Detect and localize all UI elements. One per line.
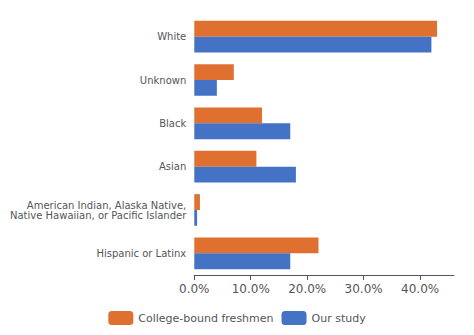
svg-text:American Indian, Alaska Native: American Indian, Alaska Native, [26,199,187,211]
svg-text:Hispanic or Latinx: Hispanic or Latinx [96,248,186,259]
svg-text:Black: Black [159,118,186,129]
svg-text:Asian: Asian [159,161,186,172]
svg-text:10.0%: 10.0% [232,282,270,296]
svg-text:30.0%: 30.0% [345,282,383,296]
svg-text:Our study: Our study [312,312,367,325]
svg-text:Native Hawaiian, or Pacific Is: Native Hawaiian, or Pacific Islander [10,210,187,221]
svg-text:Unknown: Unknown [140,75,186,86]
svg-text:0.0%: 0.0% [179,282,210,296]
svg-text:White: White [157,31,186,42]
svg-text:College-bound freshmen: College-bound freshmen [138,312,273,325]
svg-text:40.0%: 40.0% [401,282,439,296]
svg-text:20.0%: 20.0% [288,282,326,296]
